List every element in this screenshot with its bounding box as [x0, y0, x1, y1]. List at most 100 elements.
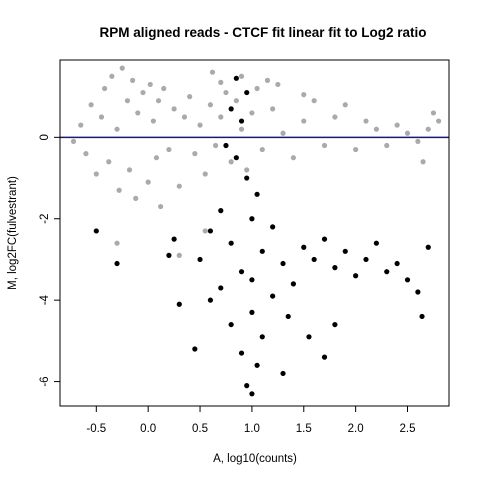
- data-point-black: [114, 260, 120, 267]
- data-point-grey: [425, 126, 431, 132]
- data-point-grey: [363, 118, 369, 124]
- data-point-black: [176, 301, 182, 307]
- data-point-grey: [197, 122, 203, 128]
- data-point-black: [218, 285, 224, 291]
- data-point-black: [259, 334, 265, 340]
- data-point-black: [353, 273, 359, 279]
- data-point-grey: [270, 106, 276, 112]
- x-tick-label: 2.5: [400, 423, 416, 435]
- data-point-black: [301, 244, 307, 250]
- data-point-black: [197, 256, 203, 263]
- data-point-black: [280, 370, 286, 377]
- data-point-grey: [171, 106, 177, 112]
- data-point-black: [280, 260, 286, 267]
- data-point-grey: [218, 79, 224, 85]
- data-point-black: [425, 244, 431, 250]
- data-point-grey: [98, 114, 105, 120]
- data-point-black: [249, 391, 255, 397]
- data-point-grey: [209, 69, 216, 75]
- data-point-grey: [158, 203, 164, 210]
- data-point-grey: [150, 118, 156, 124]
- data-point-grey: [155, 98, 162, 104]
- data-point-grey: [153, 155, 160, 161]
- data-point-grey: [384, 142, 390, 149]
- data-point-black: [207, 228, 214, 234]
- data-point-grey: [166, 146, 172, 153]
- data-point-grey: [176, 183, 182, 189]
- data-point-black: [384, 269, 390, 275]
- data-point-black: [363, 256, 369, 263]
- data-point-black: [233, 75, 239, 81]
- data-point-black: [228, 106, 234, 112]
- data-point-grey: [264, 77, 271, 83]
- data-point-grey: [88, 102, 94, 108]
- data-point-black: [332, 265, 338, 271]
- data-point-black: [290, 281, 296, 287]
- data-point-grey: [145, 179, 151, 185]
- chart-title: RPM aligned reads - CTCF fit linear fit …: [99, 25, 426, 40]
- data-point-grey: [114, 240, 120, 246]
- data-point-grey: [135, 110, 141, 116]
- data-point-black: [238, 269, 245, 275]
- data-point-grey: [93, 171, 99, 177]
- data-point-black: [238, 118, 245, 124]
- data-point-grey: [70, 138, 77, 145]
- x-tick-label: 2.0: [348, 423, 364, 435]
- data-point-black: [321, 354, 328, 360]
- data-point-grey: [353, 146, 359, 153]
- data-point-black: [218, 208, 224, 214]
- data-point-black: [93, 228, 99, 234]
- data-point-black: [228, 321, 234, 328]
- y-axis: -6 -4 -2 0: [39, 134, 60, 387]
- data-point-black: [244, 383, 250, 389]
- data-point-grey: [238, 126, 245, 132]
- y-tick-label: -4: [39, 294, 51, 305]
- data-point-grey: [202, 171, 208, 177]
- data-point-grey: [301, 92, 307, 98]
- data-point-grey: [106, 159, 112, 165]
- data-point-grey: [223, 89, 229, 96]
- data-point-black: [207, 297, 214, 303]
- data-point-grey: [290, 155, 296, 161]
- data-point-grey: [83, 151, 89, 157]
- data-point-black: [228, 240, 234, 246]
- data-point-black: [373, 240, 379, 246]
- data-point-grey: [109, 73, 115, 79]
- x-tick-label: 1.0: [244, 423, 260, 435]
- x-tick-label: -0.5: [86, 423, 106, 435]
- data-point-grey: [244, 167, 250, 173]
- data-point-grey: [249, 110, 255, 116]
- data-point-grey: [280, 130, 286, 136]
- data-point-grey: [321, 142, 328, 149]
- x-tick-label: 0.5: [192, 423, 208, 435]
- data-point-grey: [187, 94, 193, 100]
- data-point-black: [311, 256, 317, 263]
- y-tick-label: 0: [39, 134, 51, 140]
- data-point-grey: [415, 138, 421, 145]
- data-point-grey: [119, 65, 125, 71]
- data-point-grey: [259, 146, 265, 153]
- data-point-grey: [332, 114, 338, 120]
- data-point-black: [166, 252, 172, 258]
- plot-frame: [59, 59, 450, 407]
- data-point-grey: [133, 195, 139, 201]
- data-point-grey: [192, 151, 198, 157]
- data-point-grey: [238, 73, 245, 79]
- data-point-grey: [436, 118, 442, 124]
- data-point-grey: [213, 142, 219, 149]
- data-point-black: [285, 313, 291, 320]
- data-point-grey: [373, 126, 379, 132]
- data-point-grey: [342, 102, 348, 108]
- x-tick-label: 0.0: [140, 423, 156, 435]
- data-point-black: [249, 277, 255, 283]
- data-point-black: [192, 346, 198, 352]
- data-point-black: [249, 309, 255, 315]
- data-point-black: [171, 236, 177, 242]
- data-point-black: [306, 334, 312, 340]
- data-point-black: [332, 321, 338, 328]
- data-point-grey: [202, 228, 208, 234]
- data-point-black: [415, 289, 421, 295]
- data-point-grey: [420, 159, 426, 165]
- data-point-black: [259, 248, 265, 254]
